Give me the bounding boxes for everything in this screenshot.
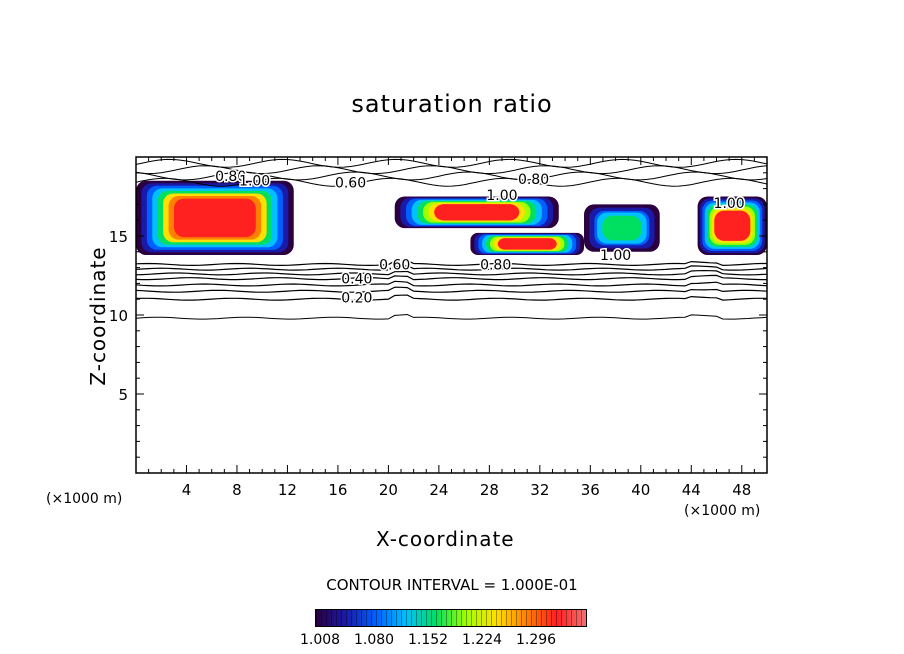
x-tick-label: 36 xyxy=(581,481,600,499)
contour-line-2 xyxy=(136,286,767,293)
x-tick-label: 4 xyxy=(182,481,192,499)
x-tick-label: 40 xyxy=(631,481,650,499)
contour-label-10: 0.20 xyxy=(341,291,372,307)
x-tick-label: 12 xyxy=(278,481,297,499)
x-tick-label: 16 xyxy=(328,481,347,499)
upper-contour-line-1 xyxy=(136,171,767,181)
colorbar-tick-label: 1.152 xyxy=(408,632,449,648)
contour-line-4 xyxy=(136,274,767,281)
contour-label-6: 1.00 xyxy=(600,248,631,264)
colorbar-ticks: 1.008 1.080 1.152 1.224 1.296 xyxy=(300,632,600,652)
contour-line-7 xyxy=(136,259,767,267)
shaded-region-1-level-7 xyxy=(434,204,520,221)
contour-line-0 xyxy=(136,313,767,320)
x-unit-right: (×1000 m) xyxy=(684,503,761,519)
upper-contour-line-0 xyxy=(136,177,767,187)
contour-label-7: 0.80 xyxy=(480,257,511,273)
x-tick-label: 48 xyxy=(732,481,751,499)
chart-title: saturation ratio xyxy=(351,90,553,118)
contour-label-5: 1.00 xyxy=(714,196,745,212)
shaded-region-0-level-7 xyxy=(173,198,256,238)
y-axis-label: Z-coordinate xyxy=(86,246,110,386)
y-tick-label: 10 xyxy=(109,307,128,325)
x-tick-label: 24 xyxy=(429,481,448,499)
y-tick-label: 15 xyxy=(109,228,128,246)
x-tick-label: 28 xyxy=(480,481,499,499)
contour-interval-label: CONTOUR INTERVAL = 1.000E-01 xyxy=(326,576,578,594)
contour-label-4: 1.00 xyxy=(486,188,517,204)
colorbar-tick-label: 1.008 xyxy=(300,632,341,648)
contour-label-1: 1.00 xyxy=(239,174,270,190)
colorbar xyxy=(315,609,587,627)
contour-label-9: 0.40 xyxy=(341,272,372,288)
shaded-region-3-level-7 xyxy=(602,215,642,241)
contour-label-2: 0.60 xyxy=(335,175,366,191)
colorbar-tick-label: 1.224 xyxy=(462,632,503,648)
contour-label-8: 0.60 xyxy=(379,257,410,273)
x-tick-label: 8 xyxy=(232,481,242,499)
contour-label-0: 0.80 xyxy=(215,169,246,185)
x-axis-label: X-coordinate xyxy=(376,527,515,551)
x-tick-label: 32 xyxy=(530,481,549,499)
contour-line-3 xyxy=(136,280,767,287)
colorbar-tick-label: 1.296 xyxy=(516,632,557,648)
contour-line-5 xyxy=(136,269,767,276)
shaded-region-4-level-7 xyxy=(714,210,751,241)
contour-label-3: 0.80 xyxy=(518,172,549,188)
contour-line-1 xyxy=(136,294,767,301)
x-tick-label: 44 xyxy=(682,481,701,499)
contour-field: 0.801.00 0.60 0.801.00 1.001.000.800.600.40… xyxy=(136,158,767,320)
contour-line-6 xyxy=(136,265,767,271)
upper-contour-line-3 xyxy=(136,158,767,168)
y-tick-label: 5 xyxy=(118,386,128,404)
x-tick-label: 20 xyxy=(379,481,398,499)
shaded-region-2-level-7 xyxy=(497,238,557,250)
colorbar-tick-label: 1.080 xyxy=(354,632,395,648)
x-unit-left: (×1000 m) xyxy=(46,491,123,507)
